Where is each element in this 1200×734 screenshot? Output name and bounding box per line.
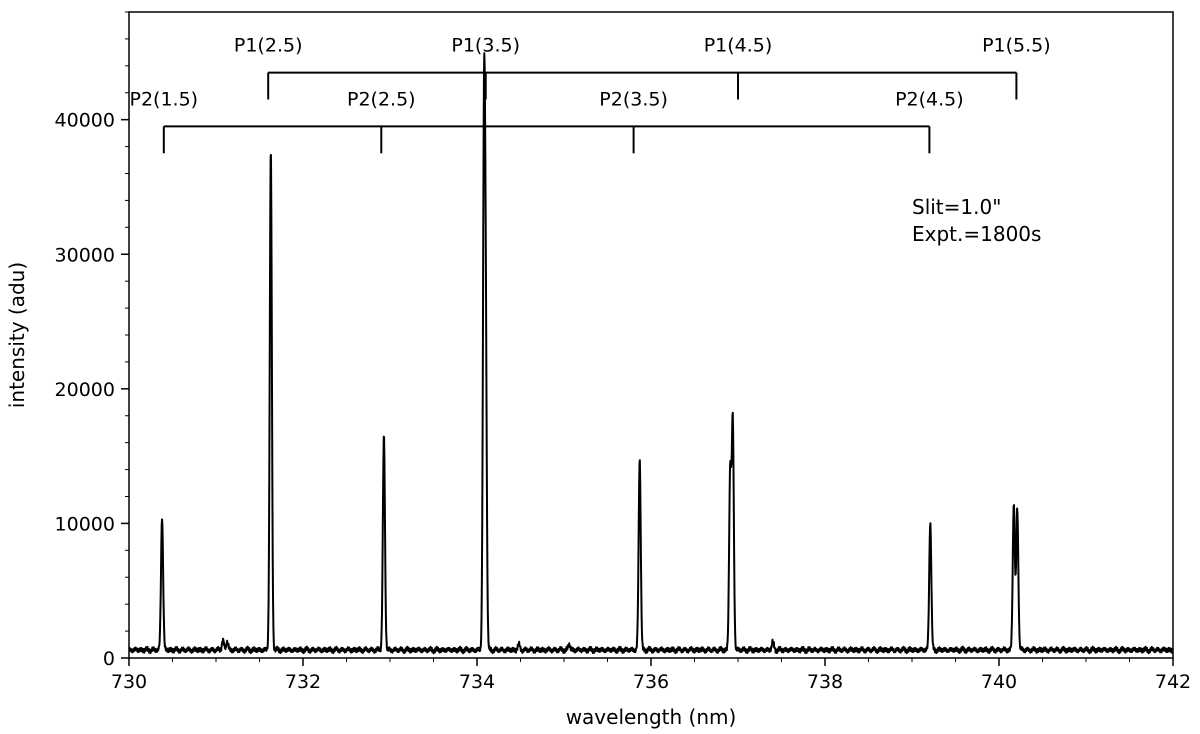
x-tick-label: 734 [459, 671, 495, 693]
line-identification-brackets: P1(2.5) P1(3.5) P1(4.5) P1(5.5) P2(1.5) P2(2.… [130, 35, 1051, 154]
bracket-label: P2(1.5) [130, 88, 199, 110]
y-tick-label: 40000 [55, 110, 115, 132]
spectrum-series-line [128, 52, 1174, 655]
bracket-label: P2(2.5) [347, 88, 416, 110]
y-axis-label: intensity (adu) [5, 262, 29, 408]
bracket-group: P2(1.5) P2(2.5) P2(3.5) P2(4.5) [130, 88, 964, 154]
x-tick-label: 732 [285, 671, 321, 693]
y-tick-label: 20000 [55, 379, 115, 401]
x-tick-label: 730 [111, 671, 147, 693]
bracket-group: P1(2.5) P1(3.5) P1(4.5) P1(5.5) [234, 35, 1051, 100]
x-tick-label: 738 [807, 671, 843, 693]
x-axis-label: wavelength (nm) [566, 705, 737, 729]
bracket-label: P1(2.5) [234, 35, 303, 57]
y-tick-label: 30000 [55, 244, 115, 266]
y-tick-label: 10000 [55, 513, 115, 535]
y-axis: 0 10000 20000 30000 40000 [55, 11, 129, 670]
x-axis: 730 732 734 736 738 740 742 [111, 658, 1191, 693]
x-tick-label: 740 [981, 671, 1017, 693]
x-tick-label: 742 [1155, 671, 1191, 693]
bracket-label: P1(3.5) [451, 35, 520, 57]
annotation-text: Slit=1.0" Expt.=1800s [912, 195, 1041, 246]
x-tick-label: 736 [633, 671, 669, 693]
bracket-label: P2(3.5) [599, 88, 668, 110]
y-tick-label: 0 [103, 648, 115, 670]
bracket-label: P2(4.5) [895, 88, 964, 110]
bracket-label: P1(5.5) [982, 35, 1051, 57]
annotation-line: Slit=1.0" [912, 195, 1001, 219]
annotation-line: Expt.=1800s [912, 222, 1041, 246]
bracket-label: P1(4.5) [704, 35, 773, 57]
